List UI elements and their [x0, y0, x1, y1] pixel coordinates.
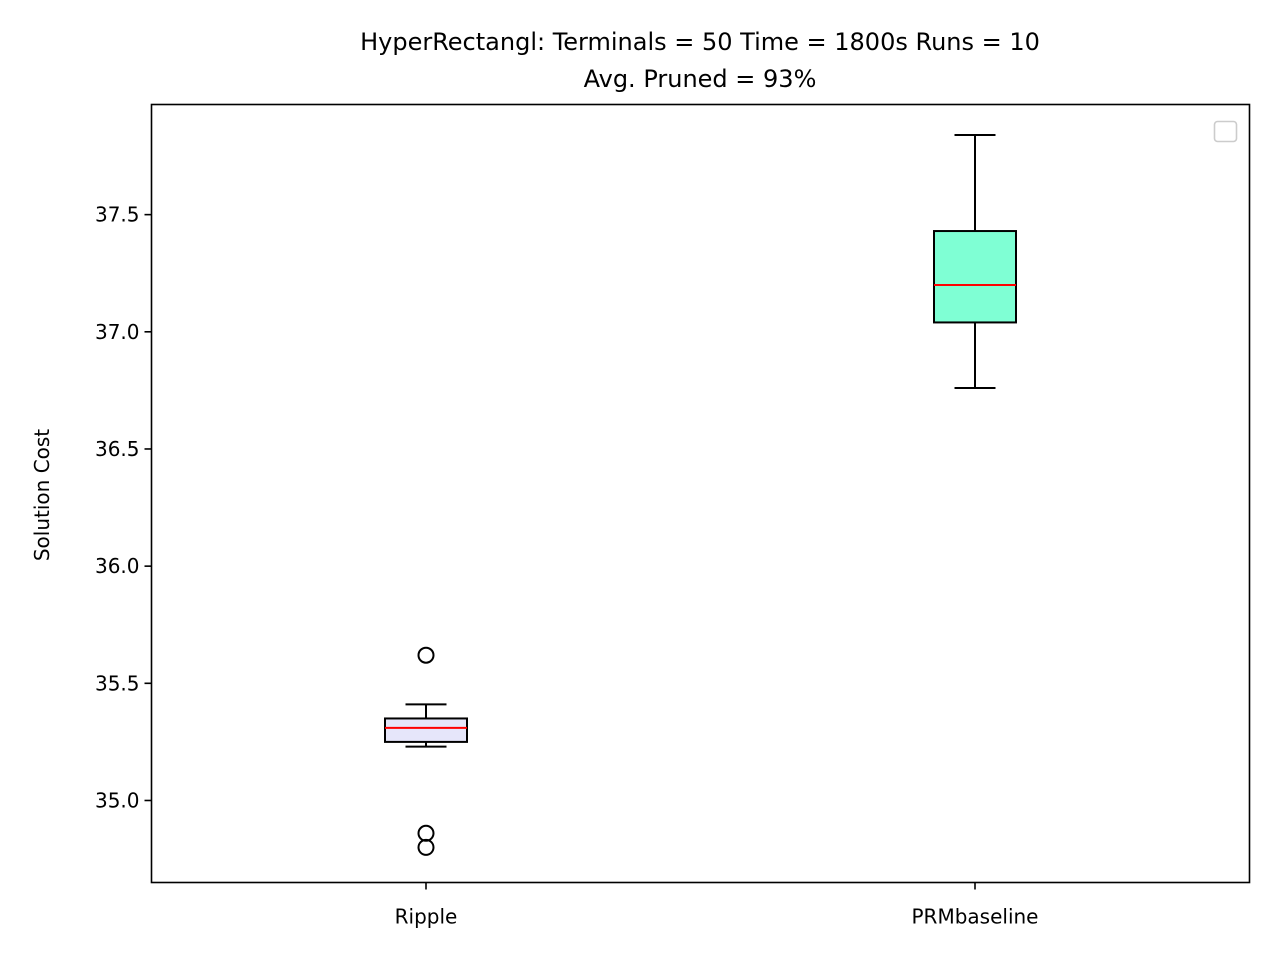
y-axis-label: Solution Cost	[30, 429, 54, 561]
legend	[1213, 120, 1238, 143]
y-tick-label: 37.5	[95, 203, 140, 227]
y-tick-label: 37.0	[95, 320, 140, 344]
y-tick-label: 35.0	[95, 788, 140, 812]
chart-title-line1: HyperRectangl: Terminals = 50 Time = 180…	[360, 28, 1040, 56]
ripple-outlier-point	[417, 646, 435, 664]
ripple-outlier-point	[417, 838, 435, 856]
x-tick-label: PRMbaseline	[912, 905, 1039, 929]
ripple-box	[384, 717, 468, 743]
chart-title-line2: Avg. Pruned = 93%	[584, 65, 817, 93]
x-tick-label: Ripple	[395, 905, 458, 929]
plot-frame	[150, 103, 1251, 884]
y-tick-label: 36.5	[95, 437, 140, 461]
legend-box	[1213, 120, 1238, 143]
prmbaseline-box	[933, 230, 1017, 324]
y-tick-label: 35.5	[95, 671, 140, 695]
y-tick-label: 36.0	[95, 554, 140, 578]
plot-area: 35.0 35.5 36.0 36.5 37.0 37.5 Ripple PRMbaselin…	[95, 133, 1039, 929]
